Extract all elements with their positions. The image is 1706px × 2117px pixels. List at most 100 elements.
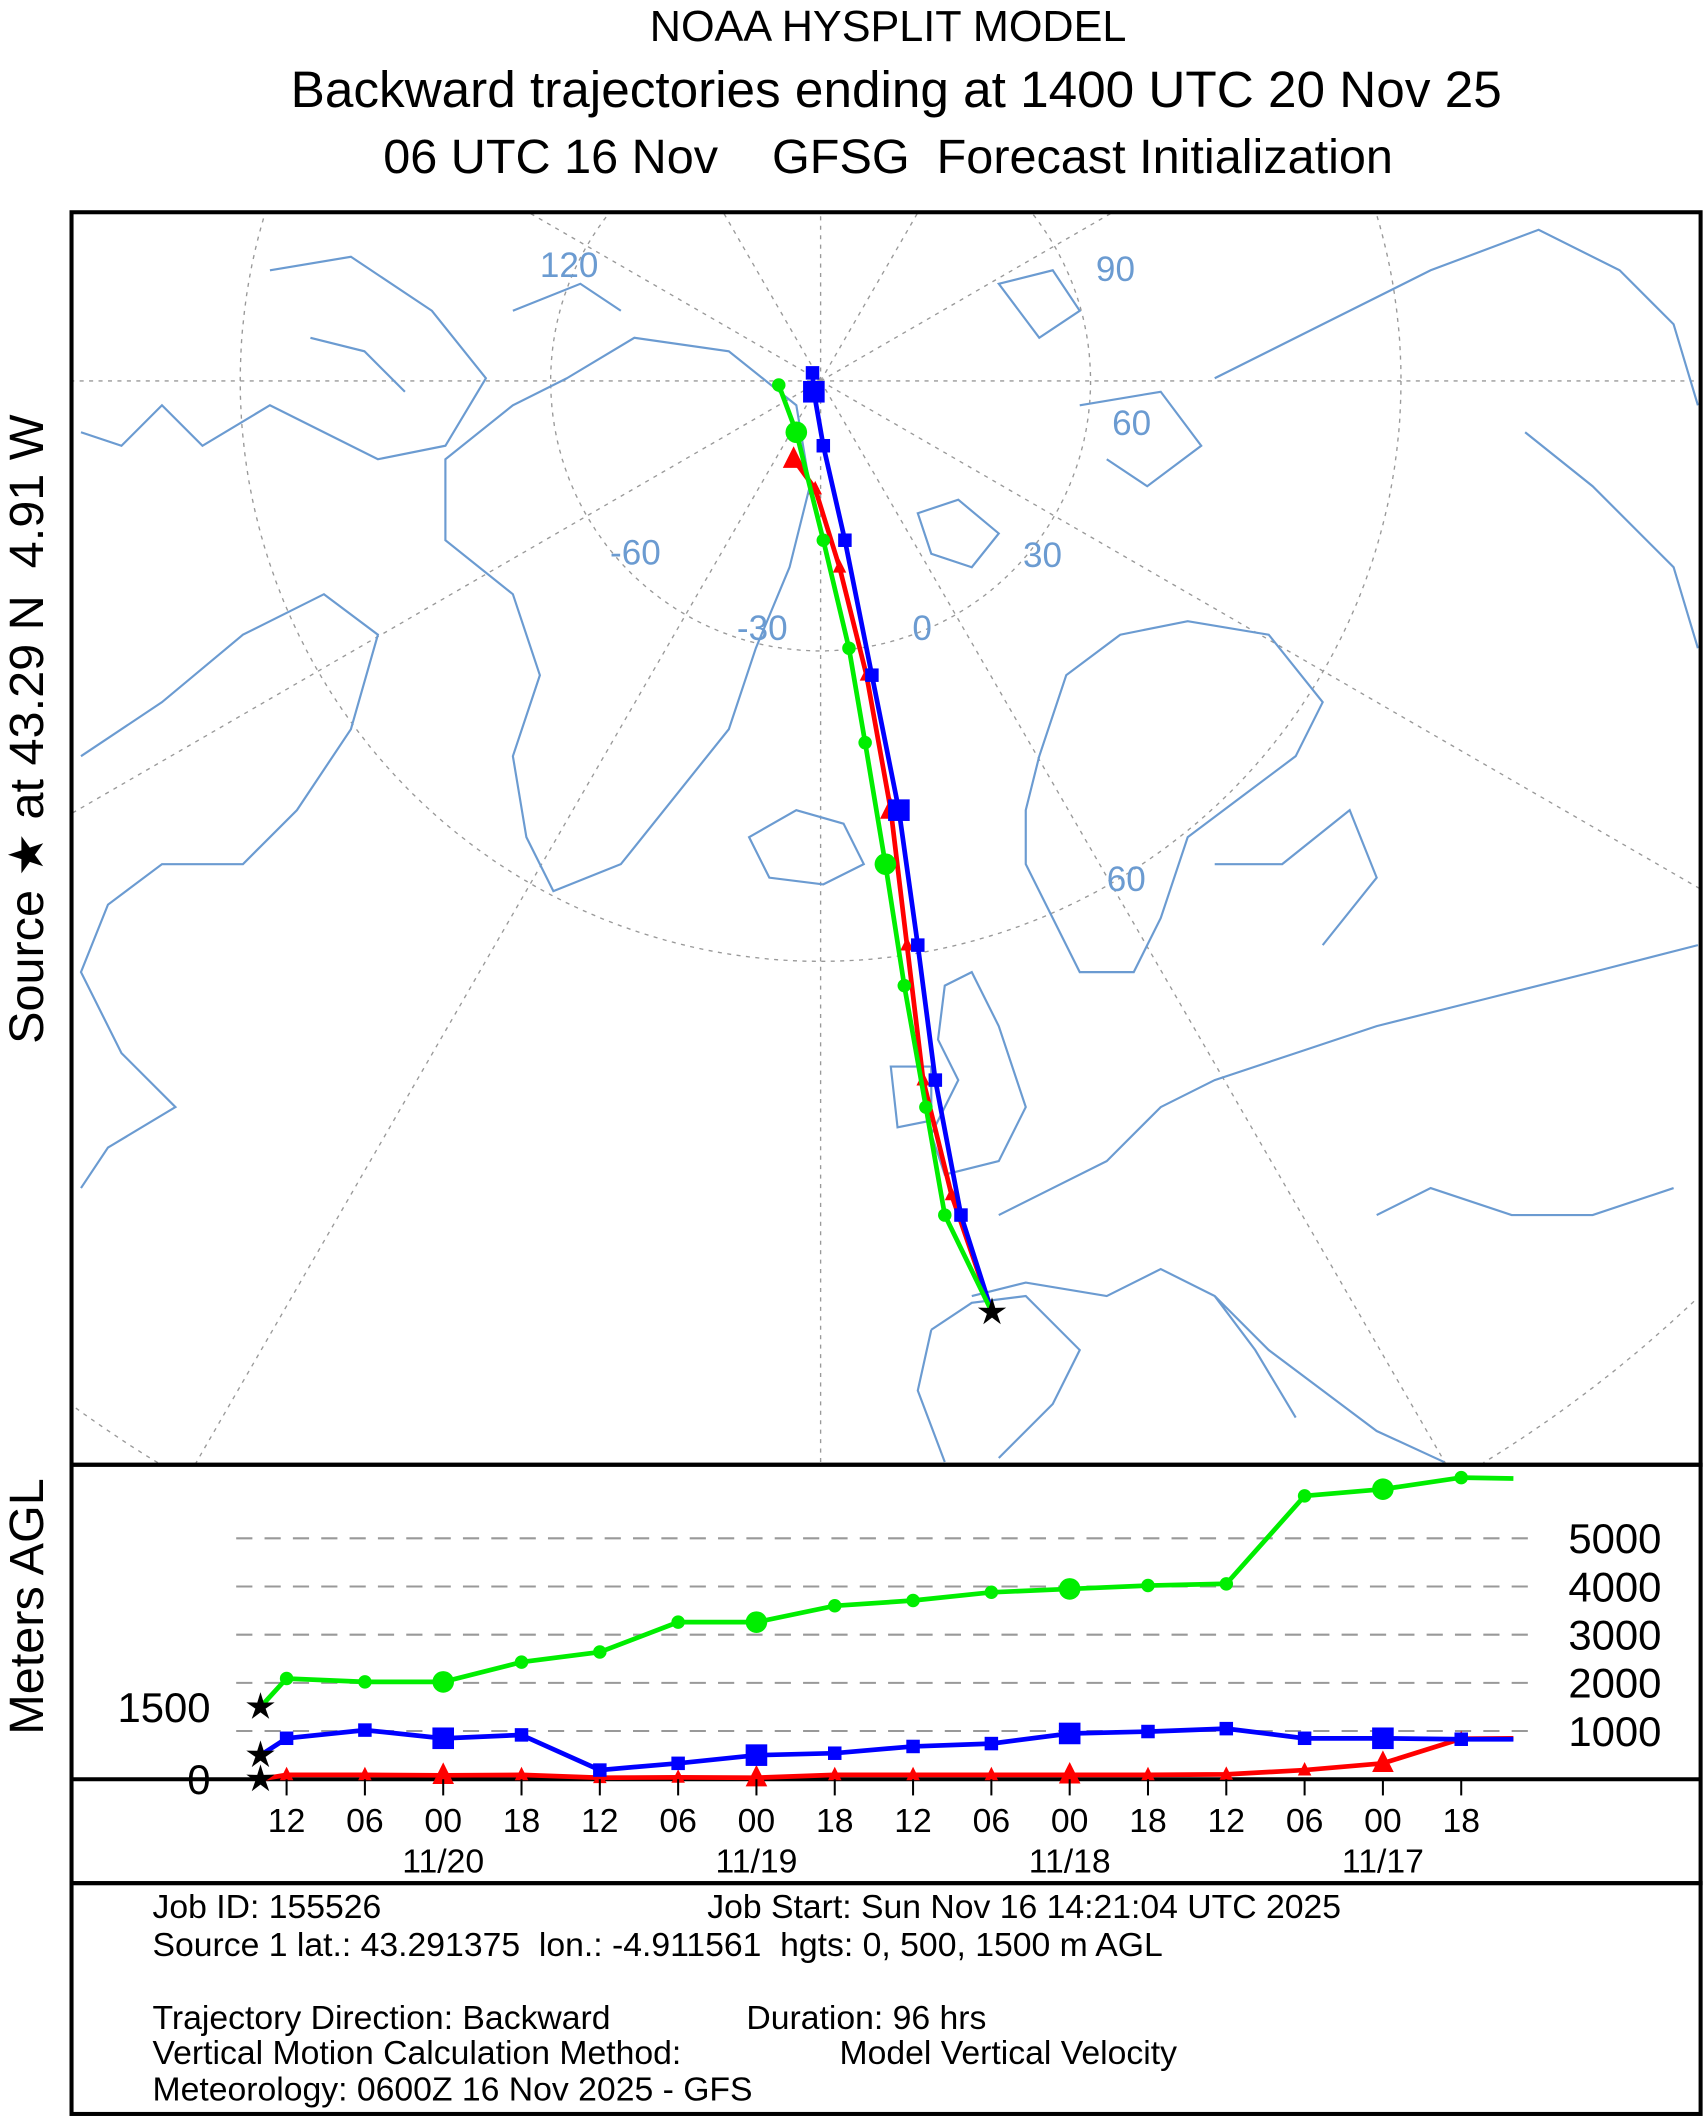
height-series-marker (984, 1585, 999, 1600)
graticule-label: 120 (540, 246, 599, 285)
height-series-line (258, 1475, 1514, 1709)
source-star-marker (977, 1297, 1007, 1325)
x-tick-label: 06 (346, 1802, 384, 1840)
x-tick-label: 18 (816, 1802, 854, 1840)
map-track-marker (782, 446, 805, 468)
x-date-label: 11/17 (1342, 1842, 1424, 1880)
height-series-marker (432, 1762, 455, 1785)
coast-europe (971, 944, 1699, 1464)
job-start: Job Start: Sun Nov 16 14:21:04 UTC 2025 (707, 1888, 1341, 1926)
meridian-line (195, 380, 822, 1464)
map-track-marker (897, 978, 912, 993)
coast-scandinavia (1024, 620, 1378, 974)
x-date-label: 11/20 (402, 1842, 484, 1880)
height-series-marker (593, 1763, 607, 1777)
height-series-marker (1372, 1478, 1394, 1500)
meridian-line (72, 380, 821, 814)
y-tick-label-right: 3000 (1568, 1612, 1661, 1659)
graticule-label: 0 (912, 609, 932, 648)
y-tick-label-right: 1000 (1568, 1708, 1661, 1755)
meridian-line (530, 213, 821, 382)
height-series-marker (1372, 1750, 1394, 1772)
graticule-label: 90 (1096, 250, 1135, 289)
height-series-marker (745, 1744, 768, 1766)
meridian-line (820, 213, 918, 382)
height-source-star (246, 1740, 275, 1768)
y-tick-label-right: 2000 (1568, 1660, 1661, 1707)
height-series-marker (1058, 1578, 1081, 1600)
graticule-label: -60 (610, 534, 661, 573)
map-track-marker (919, 1100, 933, 1114)
y-tick-label-right: 4000 (1568, 1563, 1661, 1610)
height-series-marker (1454, 1470, 1468, 1485)
y-tick-label-right: 5000 (1568, 1515, 1661, 1562)
height-series-marker (1219, 1577, 1234, 1591)
x-tick-label: 00 (738, 1802, 776, 1840)
map-track-marker (803, 380, 825, 403)
meridian-line (820, 380, 1700, 889)
x-tick-label: 12 (1208, 1802, 1246, 1840)
meridian-line (820, 213, 1111, 382)
map-track-marker (911, 938, 925, 952)
x-tick-label: 00 (1364, 1802, 1402, 1840)
x-date-label: 11/19 (715, 1842, 797, 1880)
height-series-marker (1141, 1724, 1155, 1739)
x-tick-label: 18 (503, 1802, 541, 1840)
coast-russia-arctic (1079, 228, 1699, 649)
height-series-marker (1058, 1722, 1081, 1745)
map-track-line (810, 372, 995, 1313)
height-source-star (246, 1692, 275, 1719)
height-series-marker (358, 1766, 372, 1781)
job-id: Job ID: 155526 (153, 1888, 382, 1926)
height-series-marker (1297, 1489, 1312, 1503)
height-series-marker (745, 1611, 768, 1633)
parallel-arc (1483, 1300, 1695, 1464)
map-track-marker (842, 641, 856, 655)
meteorology: Meteorology: 0600Z 16 Nov 2025 - GFS (153, 2070, 753, 2108)
height-series-marker (1297, 1731, 1312, 1746)
x-tick-label: 06 (1286, 1802, 1324, 1840)
height-series-marker (671, 1615, 685, 1629)
map-track-line (776, 384, 995, 1314)
duration: Duration: 96 hrs (746, 1999, 986, 2037)
height-source-star (246, 1764, 275, 1792)
parallel-arc (549, 214, 1092, 652)
height-series-marker (1141, 1766, 1155, 1781)
graticule (72, 213, 1700, 1464)
height-series-line (259, 1726, 1514, 1773)
height-series-marker (514, 1728, 529, 1742)
map-track-marker (944, 1186, 959, 1201)
map-track-marker (832, 559, 847, 573)
map-track-marker (938, 1208, 952, 1222)
x-tick-label: 12 (894, 1802, 932, 1840)
height-series-marker (1219, 1766, 1234, 1780)
height-series-marker (745, 1764, 768, 1787)
height-series-marker (279, 1671, 294, 1686)
parallel-arc (1376, 215, 1402, 381)
coast-canada-arctic (80, 255, 622, 461)
map-track-marker (785, 421, 808, 444)
parallel-arc (74, 1406, 159, 1464)
coast-uk (889, 970, 1027, 1176)
parallel-arc (1032, 214, 1092, 381)
y-tick-label-left: 1500 (117, 1684, 210, 1731)
graticule-label: -30 (737, 609, 788, 648)
x-tick-label: 00 (1051, 1802, 1089, 1840)
coast-canada (79, 592, 380, 1189)
height-axis-label: Meters AGL (0, 1478, 54, 1734)
x-tick-label: 18 (1129, 1802, 1167, 1840)
height-series-marker (1141, 1578, 1155, 1593)
height-series-marker (984, 1736, 999, 1751)
graticule-label: 30 (1023, 536, 1062, 575)
height-series-marker (1297, 1761, 1312, 1776)
height-series-marker (279, 1731, 294, 1746)
height-series-marker (1372, 1727, 1394, 1750)
height-series-marker (514, 1766, 529, 1781)
map-trajectories (772, 366, 1007, 1325)
map-track-marker (900, 937, 914, 951)
info-panel: Job ID: 155526 Job Start: Sun Nov 16 14:… (69, 1881, 1703, 2116)
coast-iceland (747, 808, 866, 886)
map-track-marker (888, 799, 910, 821)
height-series-marker (1219, 1721, 1234, 1736)
